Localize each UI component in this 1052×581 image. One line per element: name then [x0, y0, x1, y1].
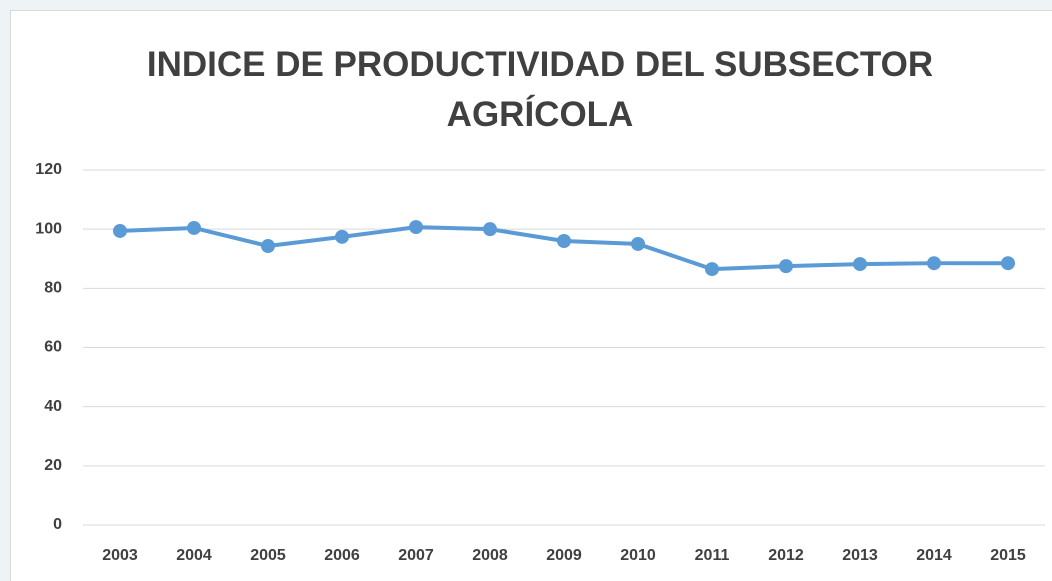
x-tick-label: 2012: [768, 547, 804, 564]
data-point: [853, 257, 867, 272]
x-tick-label: 2009: [546, 547, 582, 564]
y-tick-label: 100: [35, 220, 62, 237]
data-point: [1001, 256, 1015, 271]
x-tick-label: 2008: [472, 547, 508, 564]
y-tick-label: 40: [44, 398, 62, 415]
y-tick-label: 120: [35, 161, 62, 178]
data-point: [335, 229, 349, 244]
y-tick-label: 80: [44, 280, 62, 297]
data-point: [113, 223, 127, 238]
x-tick-label: 2007: [398, 547, 434, 564]
data-point: [483, 222, 497, 237]
y-tick-label: 0: [53, 516, 62, 533]
y-tick-label: 60: [44, 339, 62, 356]
x-tick-label: 2004: [176, 547, 212, 564]
data-point: [261, 239, 275, 254]
data-point: [409, 220, 423, 235]
data-point: [557, 234, 571, 248]
x-tick-label: 2013: [842, 547, 878, 564]
series-line: [119, 225, 1008, 272]
x-tick-label: 2015: [990, 547, 1026, 564]
x-tick-label: 2010: [620, 547, 656, 564]
data-point: [779, 259, 793, 274]
y-tick-label: 20: [44, 457, 62, 474]
x-tick-label: 2005: [250, 547, 286, 564]
chart-title: INDICE DE PRODUCTIVIDAD DEL SUBSECTOR AG…: [146, 45, 934, 134]
x-tick-label: 2003: [102, 547, 138, 564]
chart-frame: [10, 10, 1052, 581]
data-point: [631, 236, 645, 251]
data-point: [187, 220, 201, 235]
data-point: [927, 256, 941, 271]
data-point: [705, 262, 719, 277]
x-tick-label: 2011: [695, 547, 730, 564]
x-tick-label: 2006: [324, 547, 360, 564]
x-tick-label: 2014: [916, 547, 952, 564]
